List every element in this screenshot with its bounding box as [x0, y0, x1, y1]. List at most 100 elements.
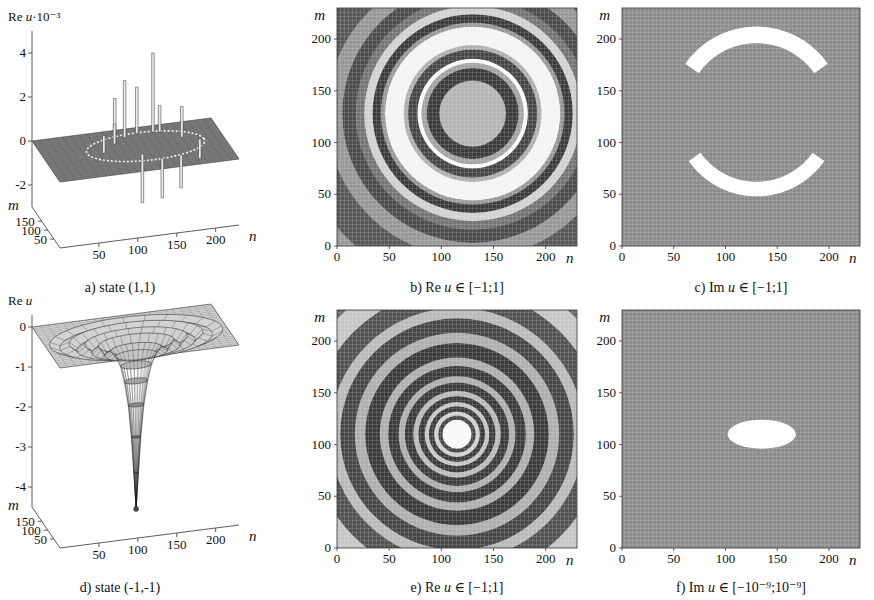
caption: a) state (1,1) [85, 280, 156, 296]
y-tick-label: 200 [312, 333, 332, 348]
x-tick-label: 100 [128, 542, 148, 557]
y-tick-label: 100 [597, 135, 617, 150]
figure: 50 100 150 200 50 100 150 -2 0 2 4 n m Re u·10⁻³ a) st… [0, 0, 874, 600]
y-tick [334, 39, 337, 40]
z-tick [28, 53, 32, 54]
y-tick-label: 200 [597, 31, 617, 46]
y-tick-label: 150 [15, 514, 35, 529]
y-tick-label: 50 [603, 488, 616, 503]
y-tick-label: 0 [610, 238, 617, 253]
y-tick-label: 0 [325, 238, 332, 253]
x-axis-title: n [849, 250, 857, 266]
heatmap-panel: 050100150200050100150200nme) Re u ∈ [−1;… [259, 237, 656, 600]
y-tick [334, 496, 337, 497]
mesh-line [124, 378, 147, 407]
x-axis-title: n [566, 552, 574, 568]
x-tick-label: 50 [383, 249, 396, 264]
spike [141, 154, 144, 202]
x-tick-label: 50 [383, 551, 396, 566]
caption: b) Re u ∈ [−1;1] [410, 280, 504, 296]
y-tick [334, 548, 337, 549]
x-tick-label: 150 [167, 237, 187, 252]
heatmap-panel: 050100150200050100150200nmb) Re u ∈ [−1;… [295, 0, 650, 296]
plot-area [337, 310, 577, 548]
caption: c) Im u ∈ [−1;1] [695, 280, 788, 296]
background-cell [337, 8, 577, 246]
x-tick-label: 100 [716, 551, 736, 566]
surface-ring [131, 436, 140, 438]
x-tick-label: 0 [619, 551, 626, 566]
mesh-line [128, 403, 144, 438]
z-tick-label: 0 [20, 133, 27, 148]
y-tick [619, 39, 622, 40]
surface-panel: 5010015020050100150-2024nmRe u·10⁻³a) st… [8, 9, 257, 296]
y-tick [619, 548, 622, 549]
spike [180, 155, 183, 188]
x-tick-label: 200 [536, 551, 556, 566]
background-cell [622, 8, 860, 246]
y-tick [334, 90, 337, 91]
z-tick-label: 4 [20, 45, 27, 60]
y-tick [619, 142, 622, 143]
y-tick [334, 392, 337, 393]
y-tick [619, 444, 622, 445]
z-tick [28, 97, 32, 98]
z-tick [28, 487, 32, 488]
mesh-line [111, 342, 161, 360]
surface-ring [128, 403, 144, 407]
x-tick-label: 50 [92, 247, 105, 262]
y-tick [334, 444, 337, 445]
y-tick [619, 496, 622, 497]
x-tick-label: 150 [484, 551, 504, 566]
y-tick [334, 142, 337, 143]
z-tick-label: 2 [20, 89, 27, 104]
mesh-line [92, 333, 180, 360]
x-tick-label: 0 [334, 551, 341, 566]
spike [199, 139, 202, 159]
spike [136, 87, 139, 133]
background-cell [622, 310, 860, 548]
x-tick-label: 150 [484, 249, 504, 264]
x-tick-label: 100 [432, 249, 452, 264]
y-tick [334, 194, 337, 195]
x-axis-line [60, 525, 239, 548]
mesh-line [60, 320, 212, 360]
spike [103, 136, 106, 154]
y-axis-title: m [599, 309, 610, 325]
y-tick [619, 90, 622, 91]
z-tick [28, 327, 32, 328]
z-tick [28, 447, 32, 448]
y-tick [619, 246, 622, 247]
background-cell [337, 310, 577, 548]
y-tick [50, 539, 54, 540]
x-axis-line [60, 225, 239, 248]
surface-ring [124, 378, 148, 384]
y-tick-label: 50 [603, 186, 616, 201]
x-tick-label: 50 [92, 547, 105, 562]
x-tick-label: 200 [206, 532, 226, 547]
x-tick-label: 0 [619, 249, 626, 264]
z-axis-title: Re u·10⁻³ [8, 9, 60, 24]
y-tick-label: 150 [597, 385, 617, 400]
y-tick-label: 100 [312, 135, 332, 150]
ring [337, 8, 577, 246]
y-tick-label: 100 [312, 437, 332, 452]
x-axis-title: n [249, 528, 257, 544]
x-tick-label: 100 [128, 242, 148, 257]
x-axis-title: n [849, 552, 857, 568]
heatmap-panel: 050100150200050100150200nmc) Im u ∈ [−1;… [597, 7, 861, 296]
x-tick-label: 150 [167, 537, 187, 552]
texture-overlay [622, 310, 860, 548]
surface-ring [60, 321, 213, 361]
x-axis-title: n [566, 250, 574, 266]
x-tick-label: 200 [206, 232, 226, 247]
mesh-line [99, 333, 174, 361]
y-tick [334, 341, 337, 342]
z-tick-label: -2 [15, 177, 26, 192]
mesh-line [120, 361, 151, 384]
noise-ring [87, 131, 205, 162]
y-tick [334, 246, 337, 247]
z-tick-label: 0 [20, 319, 27, 334]
ring [337, 310, 577, 548]
x-axis-title: n [249, 228, 257, 244]
